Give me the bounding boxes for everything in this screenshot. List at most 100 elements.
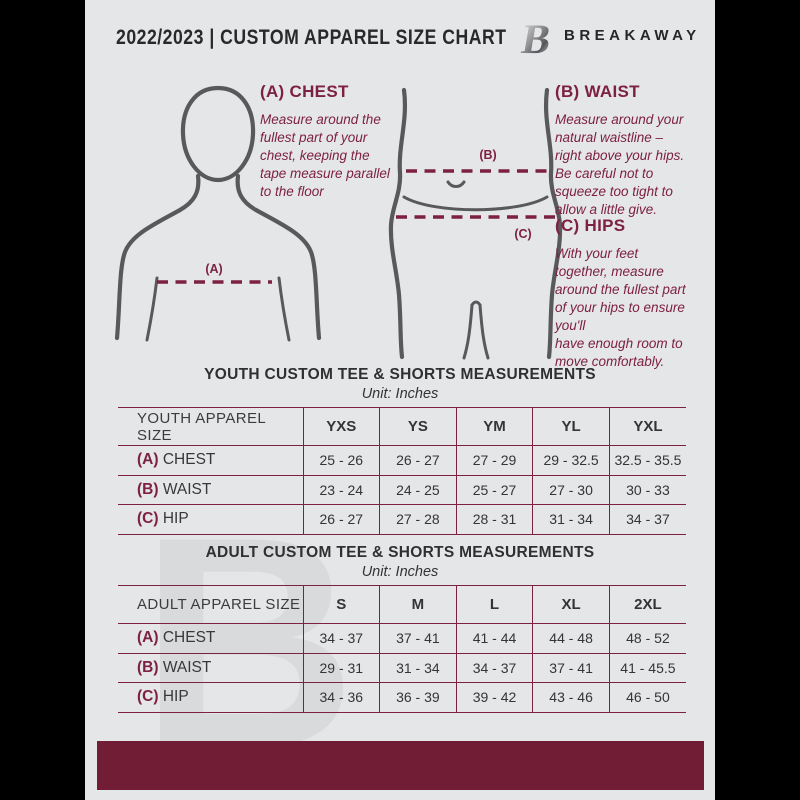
size-range-cell: 27 - 28 (379, 504, 457, 534)
brand-name: BREAKAWAY (564, 26, 701, 44)
size-range-cell: 30 - 33 (608, 475, 686, 505)
row-prefix: (A) (137, 451, 159, 469)
measurement-row-label: (B) WAIST (137, 658, 212, 676)
youth-size-table: YOUTH APPAREL SIZE YXS YS YM YL YXL (A) CHEST 2… (118, 407, 686, 535)
size-column-header: L (455, 585, 533, 624)
size-chart-page: 2022/2023 | CUSTOM APPAREL SIZE CHART B … (85, 0, 715, 800)
measurement-row-label: (A) CHEST (137, 629, 216, 647)
size-column-header: M (379, 585, 457, 624)
size-range-cell: 26 - 27 (302, 504, 380, 534)
size-column-header: YXL (608, 407, 686, 446)
waist-instruction-title: (B) WAIST (555, 82, 640, 101)
size-range-cell: 41 - 44 (455, 623, 533, 653)
waist-instruction-body: Measure around your natural waistline – … (555, 112, 685, 217)
size-range-cell: 34 - 36 (302, 682, 380, 712)
adult-table-unit: Unit: Inches (361, 564, 439, 580)
size-column-header: YXS (302, 407, 380, 446)
row-prefix: (B) (137, 480, 159, 498)
chest-line-label: (A) (205, 262, 222, 276)
left-leg-line (462, 303, 474, 360)
size-range-cell: 24 - 25 (379, 475, 457, 505)
head-outline (180, 85, 256, 183)
waist-instruction: (B) WAIST Measure around your natural wa… (555, 82, 707, 219)
adult-size-table: ADULT APPAREL SIZE S M L XL 2XL (A) CHEST 34 - … (118, 585, 686, 713)
left-shoulder-arm (114, 173, 201, 341)
breakaway-logo-icon: B (505, 16, 554, 58)
table-header-row: ADULT APPAREL SIZE S M L XL 2XL (118, 585, 686, 624)
size-range-cell: 46 - 50 (608, 682, 686, 712)
hip-curve (402, 195, 549, 212)
size-range-cell: 26 - 27 (379, 445, 457, 475)
apparel-size-header: ADULT APPAREL SIZE (137, 596, 301, 613)
size-range-cell: 28 - 31 (455, 504, 533, 534)
size-range-cell: 36 - 39 (379, 682, 457, 712)
size-column-header: XL (532, 585, 610, 624)
row-prefix: (C) (137, 688, 159, 706)
torso-figure: (A) (114, 85, 322, 342)
right-hip-side (543, 87, 563, 360)
hips-instruction-body: With your feet together, measure around … (555, 246, 686, 369)
right-leg-line (478, 303, 490, 360)
size-range-cell: 43 - 46 (532, 682, 610, 712)
size-column-header: 2XL (608, 585, 686, 624)
size-range-cell: 23 - 24 (302, 475, 380, 505)
youth-table-unit: Unit: Inches (361, 386, 439, 402)
row-prefix: (B) (137, 658, 159, 676)
right-shoulder-arm (235, 173, 322, 341)
right-torso-side (277, 276, 291, 342)
brand-lockup: B BREAKAWAY (501, 12, 701, 58)
measurement-row-label: (C) HIP (137, 510, 189, 528)
size-column-header: YM (455, 407, 533, 446)
size-column-header: YL (532, 407, 610, 446)
row-prefix: (C) (137, 510, 159, 528)
navel-mark (446, 180, 466, 188)
size-range-cell: 29 - 31 (302, 653, 380, 683)
hips-instruction-title: (C) HIPS (555, 216, 626, 235)
waist-line-label: (B) (479, 148, 496, 162)
size-range-cell: 39 - 42 (455, 682, 533, 712)
chest-instruction-title: (A) CHEST (260, 82, 349, 101)
size-range-cell: 37 - 41 (532, 653, 610, 683)
row-prefix: (A) (137, 629, 159, 647)
hips-line-label: (C) (514, 227, 531, 241)
crotch-curve (470, 300, 482, 307)
size-range-cell: 34 - 37 (302, 623, 380, 653)
chest-instruction: (A) CHEST Measure around the fullest par… (260, 82, 412, 201)
measurement-row-label: (C) HIP (137, 688, 189, 706)
table-header-row: YOUTH APPAREL SIZE YXS YS YM YL YXL (118, 407, 686, 446)
size-range-cell: 41 - 45.5 (608, 653, 686, 683)
size-range-cell: 44 - 48 (532, 623, 610, 653)
measurement-row: (A) CHEST 34 - 37 37 - 41 41 - 44 44 - 48 48 … (118, 623, 686, 653)
size-range-cell: 29 - 32.5 (532, 445, 610, 475)
size-range-cell: 31 - 34 (532, 504, 610, 534)
adult-table-title: ADULT CUSTOM TEE & SHORTS MEASUREMENTS (205, 544, 595, 561)
youth-table-title: YOUTH CUSTOM TEE & SHORTS MEASUREMENTS (204, 366, 596, 383)
size-range-cell: 25 - 27 (455, 475, 533, 505)
measurement-row: (C) HIP 34 - 36 36 - 39 39 - 42 43 - 46 46 - … (118, 682, 686, 712)
measurement-row: (B) WAIST 29 - 31 31 - 34 34 - 37 37 - 41 41 … (118, 653, 686, 683)
logo-letter: B (518, 16, 554, 58)
left-torso-side (145, 276, 159, 342)
measurement-row: (A) CHEST 25 - 26 26 - 27 27 - 29 29 - 32.5 3… (118, 445, 686, 475)
size-column-header: S (302, 585, 380, 624)
footer-bar (97, 741, 704, 790)
size-range-cell: 48 - 52 (608, 623, 686, 653)
size-column-header: YS (379, 407, 457, 446)
lower-body-figure: (B) (C) (388, 87, 563, 360)
size-range-cell: 31 - 34 (379, 653, 457, 683)
size-range-cell: 34 - 37 (608, 504, 686, 534)
size-range-cell: 27 - 29 (455, 445, 533, 475)
chest-instruction-body: Measure around the fullest part of your … (260, 112, 390, 199)
measurement-row: (C) HIP 26 - 27 27 - 28 28 - 31 31 - 34 34 - … (118, 504, 686, 534)
size-range-cell: 37 - 41 (379, 623, 457, 653)
page-title: 2022/2023 | CUSTOM APPAREL SIZE CHART (116, 26, 507, 49)
size-range-cell: 27 - 30 (532, 475, 610, 505)
measurement-row-label: (B) WAIST (137, 480, 212, 498)
size-range-cell: 34 - 37 (455, 653, 533, 683)
hips-instruction: (C) HIPS With your feet together, measur… (555, 216, 707, 371)
measurement-row: (B) WAIST 23 - 24 24 - 25 25 - 27 27 - 30 30 … (118, 475, 686, 505)
left-hip-side (388, 87, 408, 360)
apparel-size-header: YOUTH APPAREL SIZE (137, 409, 266, 444)
measurement-row-label: (A) CHEST (137, 451, 216, 469)
size-range-cell: 32.5 - 35.5 (608, 445, 686, 475)
